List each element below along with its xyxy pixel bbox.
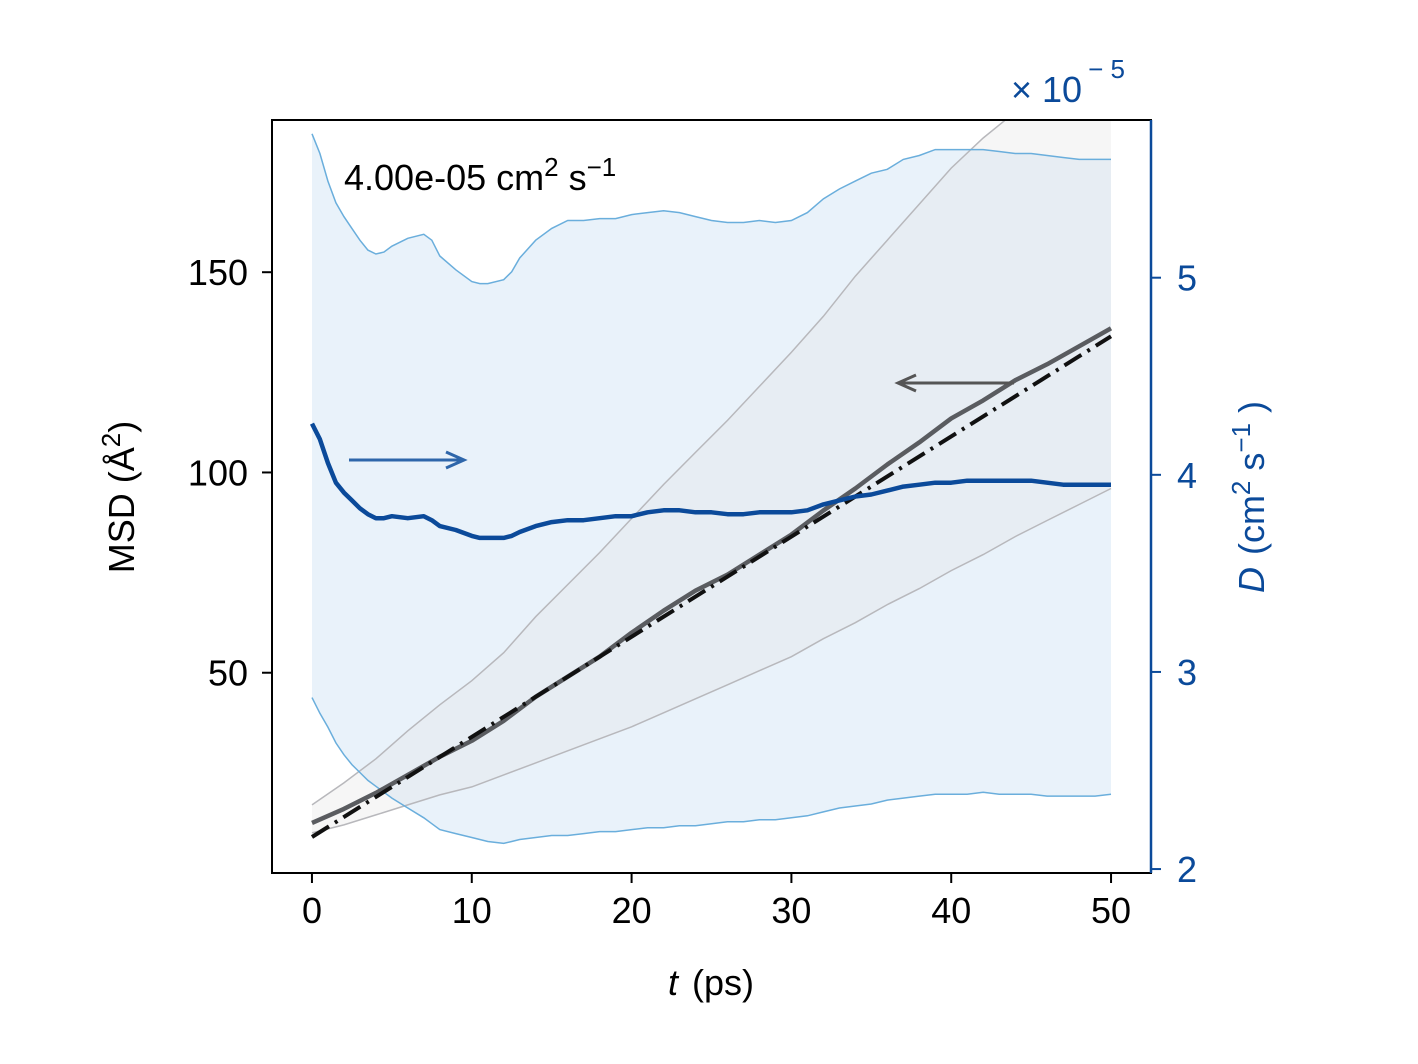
diffusivity-lower-bound-line [311, 697, 1112, 845]
msd-upper-bound-line [311, 120, 1007, 806]
right-y-tick-label: 4 [1177, 455, 1197, 496]
x-tick-label: 0 [302, 890, 322, 931]
arrow-to-left-axis [894, 373, 1014, 393]
diffusivity-upper-bound-line [311, 133, 1111, 285]
diffusivity-confidence-band [312, 133, 1111, 844]
left-y-tick-label: 100 [188, 452, 248, 493]
right-y-axis-ticks: 2 3 4 5 [1151, 258, 1197, 890]
diffusivity-line [309, 422, 1111, 541]
right-y-axis-label: D(cm2s−1) [1226, 401, 1272, 593]
msd-lower-bound-line [311, 487, 1112, 834]
x-tick-label: 30 [771, 890, 811, 931]
left-y-axis-label: MSD (Å2) [96, 421, 142, 573]
right-y-tick-label: 2 [1177, 849, 1197, 890]
confidence-bands [311, 120, 1112, 845]
x-tick-label: 50 [1091, 890, 1131, 931]
left-y-axis-ticks: 50 100 150 [188, 252, 272, 694]
x-tick-label: 40 [931, 890, 971, 931]
arrow-to-right-axis [349, 450, 468, 470]
left-y-tick-label: 150 [188, 252, 248, 293]
x-axis-ticks: 0 10 20 30 40 50 [302, 873, 1131, 931]
right-y-tick-label: 3 [1177, 652, 1197, 693]
x-tick-label: 20 [612, 890, 652, 931]
diffusivity-annotation: 4.00e-05 cm2 s−1 [344, 152, 616, 198]
left-y-tick-label: 50 [208, 653, 248, 694]
x-tick-label: 10 [452, 890, 492, 931]
right-axis-multiplier: × 10− 5 [1011, 54, 1125, 110]
data-lines [309, 326, 1113, 839]
x-axis-label: t (ps) [668, 962, 754, 1003]
right-y-tick-label: 5 [1177, 258, 1197, 299]
msd-confidence-band [312, 120, 1111, 833]
linear-fit-line [310, 334, 1113, 839]
